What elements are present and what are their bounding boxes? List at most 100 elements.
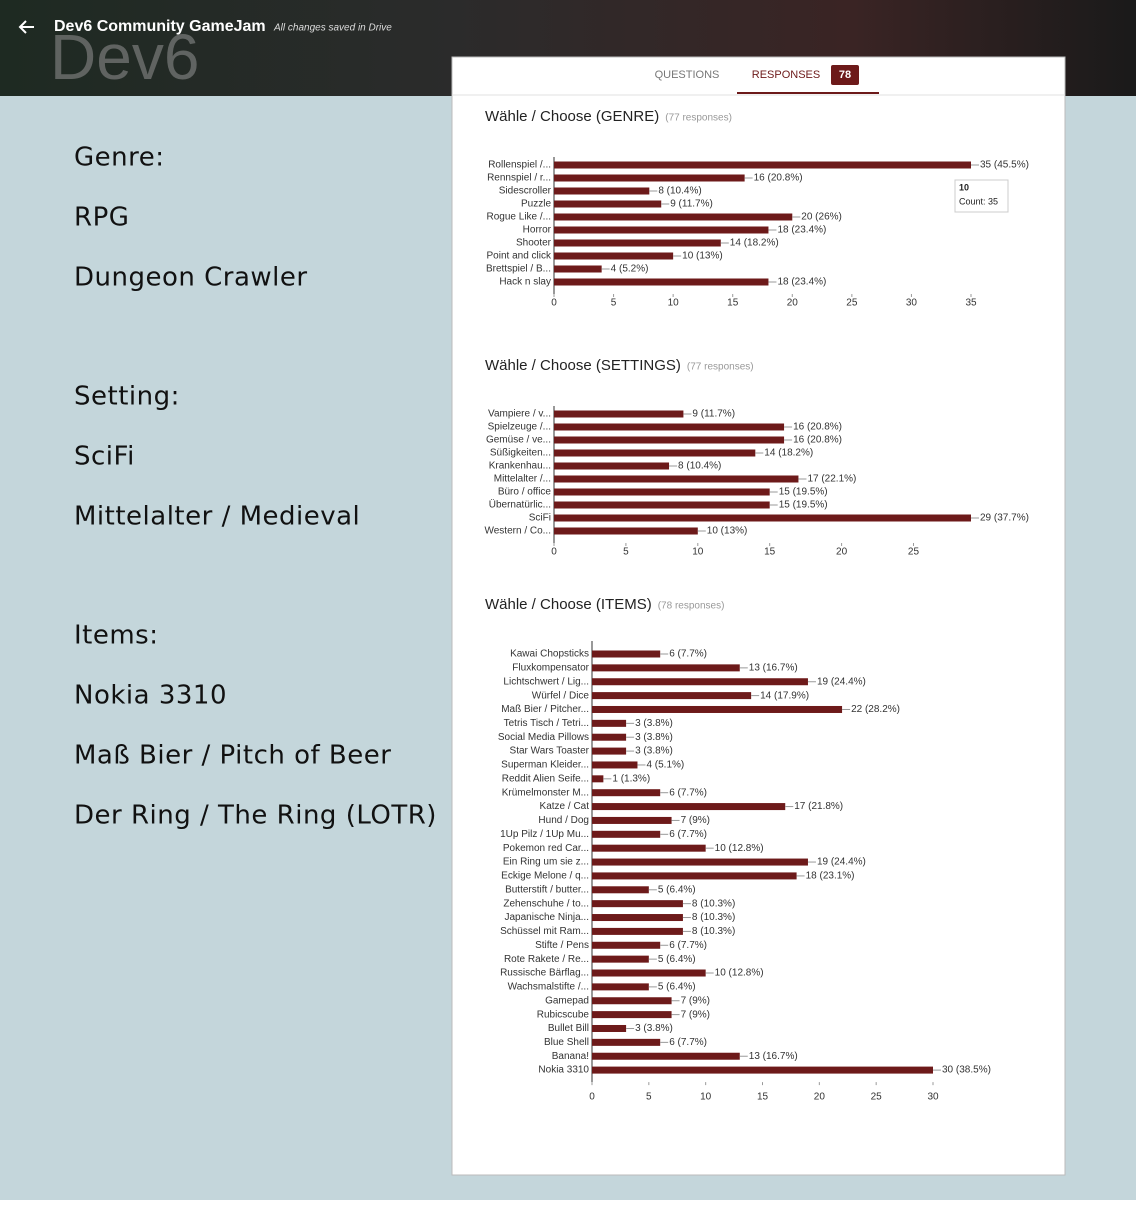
category-label: Schüssel mit Ram... bbox=[500, 926, 589, 937]
category-label: Mittelalter /... bbox=[494, 474, 551, 485]
left-text: Setting: bbox=[74, 382, 180, 412]
category-label: Reddit Alien Seife... bbox=[502, 773, 589, 784]
bar bbox=[554, 174, 745, 182]
bar bbox=[592, 789, 661, 797]
value-label: 10 (12.8%) bbox=[715, 968, 764, 979]
x-tick-label: 10 bbox=[692, 547, 704, 558]
category-label: Büro / office bbox=[498, 487, 552, 498]
x-tick-label: 15 bbox=[727, 298, 739, 309]
category-label: Lichtschwert / Lig... bbox=[503, 676, 589, 687]
bar bbox=[554, 161, 971, 169]
left-text: Maß Bier / Pitch of Beer bbox=[74, 741, 391, 771]
chart-title: Wähle / Choose (GENRE) bbox=[485, 108, 659, 125]
x-tick-label: 25 bbox=[846, 298, 858, 309]
category-label: Hack n slay bbox=[499, 277, 551, 288]
category-label: Krümelmonster M... bbox=[502, 787, 589, 798]
x-tick-label: 5 bbox=[646, 1092, 652, 1103]
left-text: SciFi bbox=[74, 442, 135, 472]
x-tick-label: 15 bbox=[757, 1092, 769, 1103]
category-label: Japanische Ninja... bbox=[505, 912, 590, 923]
category-label: Western / Co... bbox=[484, 526, 551, 537]
tab-responses[interactable]: RESPONSES bbox=[752, 69, 820, 81]
bar bbox=[554, 200, 662, 208]
value-label: 35 (45.5%) bbox=[980, 160, 1029, 171]
category-label: Spielzeuge /... bbox=[488, 422, 551, 433]
left-text: Nokia 3310 bbox=[74, 681, 227, 711]
value-label: 10 (13%) bbox=[707, 526, 748, 537]
category-label: Katze / Cat bbox=[540, 801, 590, 812]
chart-subtitle: (77 responses) bbox=[665, 113, 732, 124]
category-label: Fluxkompensator bbox=[512, 663, 589, 674]
bar bbox=[554, 449, 756, 457]
value-label: 4 (5.1%) bbox=[646, 760, 684, 771]
bar bbox=[592, 830, 661, 838]
chart-subtitle: (77 responses) bbox=[687, 362, 754, 373]
bar bbox=[592, 747, 627, 755]
value-label: 15 (19.5%) bbox=[779, 500, 828, 511]
category-label: Shooter bbox=[516, 238, 552, 249]
bar bbox=[592, 1024, 627, 1032]
x-tick-label: 0 bbox=[551, 298, 557, 309]
category-label: Eckige Melone / q... bbox=[501, 871, 589, 882]
category-label: Rubicscube bbox=[537, 1009, 590, 1020]
bar bbox=[592, 941, 661, 949]
value-label: 13 (16.7%) bbox=[749, 663, 798, 674]
left-text: Der Ring / The Ring (LOTR) bbox=[74, 801, 437, 831]
bar bbox=[554, 514, 971, 522]
value-label: 18 (23.4%) bbox=[777, 225, 826, 236]
bar bbox=[592, 803, 786, 811]
tab-questions[interactable]: QUESTIONS bbox=[655, 69, 720, 81]
bar bbox=[592, 872, 797, 880]
category-label: 1Up Pilz / 1Up Mu... bbox=[500, 829, 589, 840]
x-tick-label: 20 bbox=[814, 1092, 826, 1103]
bar bbox=[592, 858, 808, 866]
value-label: 8 (10.4%) bbox=[658, 186, 701, 197]
value-label: 9 (11.7%) bbox=[692, 409, 735, 420]
value-label: 19 (24.4%) bbox=[817, 676, 866, 687]
category-label: Hund / Dog bbox=[538, 815, 589, 826]
category-label: Krankenhau... bbox=[489, 461, 551, 472]
x-tick-label: 20 bbox=[787, 298, 799, 309]
bar bbox=[554, 252, 674, 260]
value-label: 29 (37.7%) bbox=[980, 513, 1029, 524]
x-tick-label: 10 bbox=[668, 298, 680, 309]
value-label: 6 (7.7%) bbox=[669, 829, 707, 840]
value-label: 14 (18.2%) bbox=[764, 448, 813, 459]
x-tick-label: 30 bbox=[906, 298, 918, 309]
value-label: 6 (7.7%) bbox=[669, 787, 707, 798]
back-button[interactable] bbox=[18, 20, 34, 34]
bar bbox=[592, 1011, 672, 1019]
value-label: 14 (17.9%) bbox=[760, 690, 809, 701]
category-label: SciFi bbox=[529, 513, 551, 524]
bar bbox=[554, 501, 770, 509]
value-label: 3 (3.8%) bbox=[635, 732, 673, 743]
category-label: Rote Rakete / Re... bbox=[504, 954, 589, 965]
category-label: Vampiere / v... bbox=[488, 409, 551, 420]
bar bbox=[554, 527, 698, 535]
bar bbox=[554, 462, 670, 470]
left-text: Items: bbox=[74, 621, 159, 651]
value-label: 18 (23.1%) bbox=[806, 871, 855, 882]
category-label: Superman Kleider... bbox=[501, 760, 589, 771]
value-label: 17 (21.8%) bbox=[794, 801, 843, 812]
bar bbox=[592, 886, 649, 894]
x-tick-label: 30 bbox=[927, 1092, 939, 1103]
value-label: 16 (20.8%) bbox=[754, 173, 803, 184]
x-tick-label: 10 bbox=[700, 1092, 712, 1103]
value-label: 5 (6.4%) bbox=[658, 954, 696, 965]
category-label: Puzzle bbox=[521, 199, 551, 210]
category-label: Wachsmalstifte /... bbox=[508, 982, 589, 993]
category-label: Russische Bärflag... bbox=[500, 968, 589, 979]
x-tick-label: 20 bbox=[836, 547, 848, 558]
chart-title: Wähle / Choose (ITEMS) bbox=[485, 596, 652, 613]
bar bbox=[592, 719, 627, 727]
category-label: Rollenspiel /... bbox=[488, 160, 551, 171]
tooltip-title: 10 bbox=[959, 182, 969, 192]
value-label: 22 (28.2%) bbox=[851, 704, 900, 715]
value-label: 6 (7.7%) bbox=[669, 940, 707, 951]
chart-subtitle: (78 responses) bbox=[658, 601, 725, 612]
value-label: 18 (23.4%) bbox=[777, 277, 826, 288]
value-label: 20 (26%) bbox=[801, 212, 842, 223]
bar bbox=[554, 423, 785, 431]
category-label: Butterstift / butter... bbox=[505, 884, 589, 895]
